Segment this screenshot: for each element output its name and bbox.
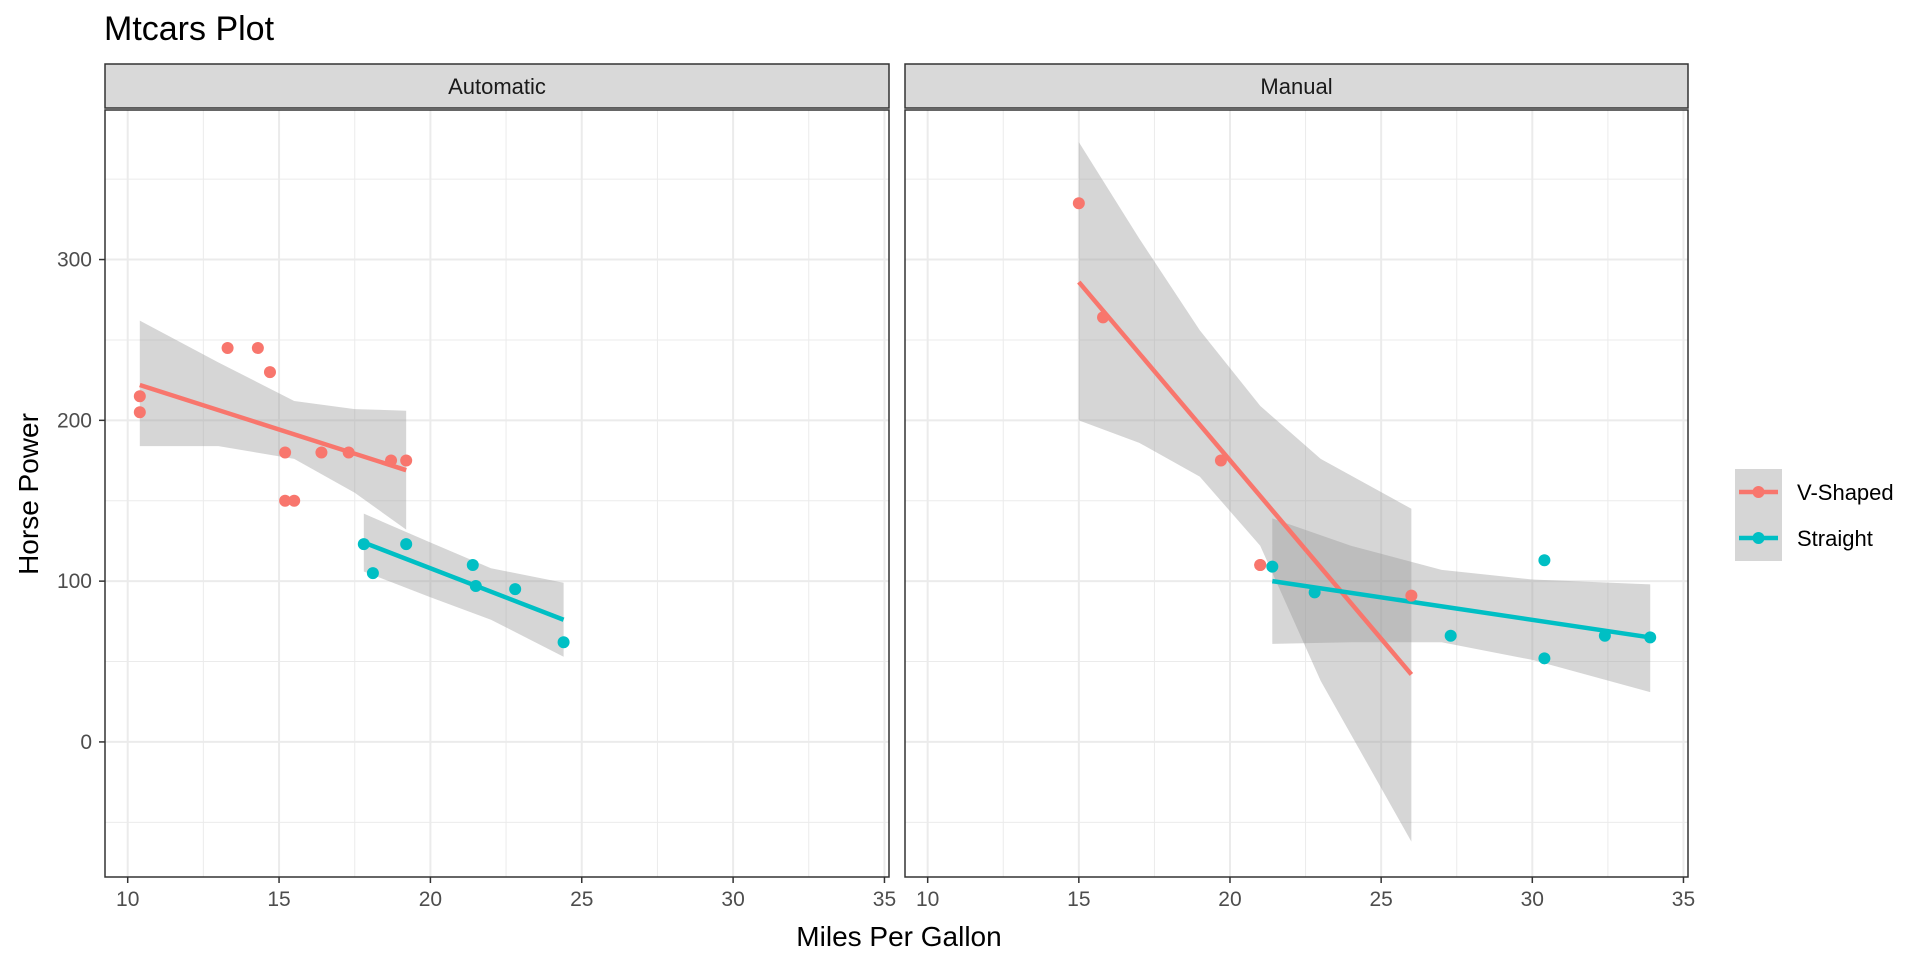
- confidence-band-v-shaped: [1078, 142, 1412, 842]
- x-tick-label: 25: [570, 888, 593, 911]
- fit-line-v-shaped: [139, 382, 407, 473]
- data-point-v-shaped: [263, 366, 276, 379]
- data-point-v-shaped: [385, 454, 398, 467]
- data-point-v-shaped: [1254, 559, 1267, 572]
- data-point-straight: [1538, 652, 1551, 665]
- data-point-v-shaped: [1072, 197, 1085, 210]
- x-tick-label: 30: [1521, 888, 1544, 911]
- data-point-straight: [469, 579, 482, 592]
- confidence-band-straight: [1272, 518, 1651, 693]
- x-tick-label: 35: [1672, 888, 1695, 911]
- y-tick-label: 300: [57, 249, 92, 272]
- facet-strip-label: Automatic: [448, 74, 546, 99]
- x-tick-label: 15: [1067, 888, 1090, 911]
- data-point-straight: [466, 559, 479, 572]
- y-tick-label: 0: [80, 731, 92, 754]
- data-point-v-shaped: [1405, 589, 1418, 602]
- data-point-straight: [400, 538, 413, 551]
- y-tick-label: 100: [57, 570, 92, 593]
- x-tick-label: 20: [1218, 888, 1241, 911]
- x-axis-title: Miles Per Gallon: [796, 921, 1001, 952]
- data-point-v-shaped: [1214, 454, 1227, 467]
- chart-title: Mtcars Plot: [104, 10, 275, 48]
- x-tick-label: 25: [1369, 888, 1392, 911]
- fit-line-straight: [1271, 578, 1651, 640]
- data-point-v-shaped: [133, 390, 146, 403]
- y-tick-label: 200: [57, 409, 92, 432]
- facet-strip: [104, 63, 890, 109]
- data-point-straight: [1598, 629, 1611, 642]
- data-point-straight: [357, 538, 370, 551]
- panel-background: [905, 110, 1688, 877]
- legend-item-v-shaped: V-Shaped: [1735, 469, 1894, 515]
- legend-item-straight: Straight: [1735, 515, 1873, 561]
- x-tick-label: 10: [916, 888, 939, 911]
- data-point-v-shaped: [279, 494, 292, 507]
- confidence-band-straight: [363, 513, 564, 657]
- data-point-straight: [1308, 586, 1321, 599]
- fit-line-v-shaped: [1077, 280, 1414, 676]
- facet-panel-automatic: Automatic 10 15 20 25 30 35 0 100 200 300: [57, 63, 896, 911]
- panel-background: [105, 110, 889, 877]
- fit-line-straight: [362, 540, 565, 622]
- legend-key-point: [1752, 486, 1765, 498]
- data-point-straight: [1266, 560, 1279, 573]
- data-point-straight: [366, 567, 379, 580]
- data-point-v-shaped: [133, 406, 146, 419]
- grid: [905, 110, 1688, 877]
- data-point-v-shaped: [400, 454, 413, 467]
- data-point-v-shaped: [251, 341, 264, 354]
- facet-panel-manual: Manual 10 15 20 25 30 35: [904, 63, 1695, 911]
- legend-key-point: [1752, 532, 1765, 544]
- x-tick-label: 30: [721, 888, 744, 911]
- data-point-v-shaped: [1097, 311, 1110, 324]
- data-point-v-shaped: [288, 494, 301, 507]
- facet-panels: Automatic 10 15 20 25 30 35 0 100 200 300 Manual 10 1…: [57, 63, 1695, 911]
- data-point-v-shaped: [342, 446, 355, 459]
- data-point-v-shaped: [315, 446, 328, 459]
- data-point-straight: [1538, 554, 1551, 567]
- legend-label: V-Shaped: [1797, 480, 1894, 505]
- x-tick-label: 15: [267, 888, 290, 911]
- confidence-band-v-shaped: [139, 320, 407, 530]
- x-tick-label: 35: [873, 888, 896, 911]
- y-axis-title: Horse Power: [13, 413, 44, 575]
- x-tick-label: 20: [419, 888, 442, 911]
- data-point-straight: [557, 636, 570, 649]
- data-point-straight: [509, 583, 522, 596]
- panel-border: [104, 109, 890, 878]
- legend-label: Straight: [1797, 526, 1873, 551]
- data-point-straight: [1644, 631, 1657, 644]
- legend: V-Shaped Straight: [1735, 469, 1894, 561]
- data-point-v-shaped: [221, 341, 234, 354]
- grid: [105, 110, 889, 877]
- data-point-v-shaped: [279, 446, 292, 459]
- x-tick-label: 10: [116, 888, 139, 911]
- facet-strip: [904, 63, 1689, 109]
- facet-strip-label: Manual: [1260, 74, 1332, 99]
- data-point-straight: [1444, 629, 1457, 642]
- panel-border: [904, 109, 1689, 878]
